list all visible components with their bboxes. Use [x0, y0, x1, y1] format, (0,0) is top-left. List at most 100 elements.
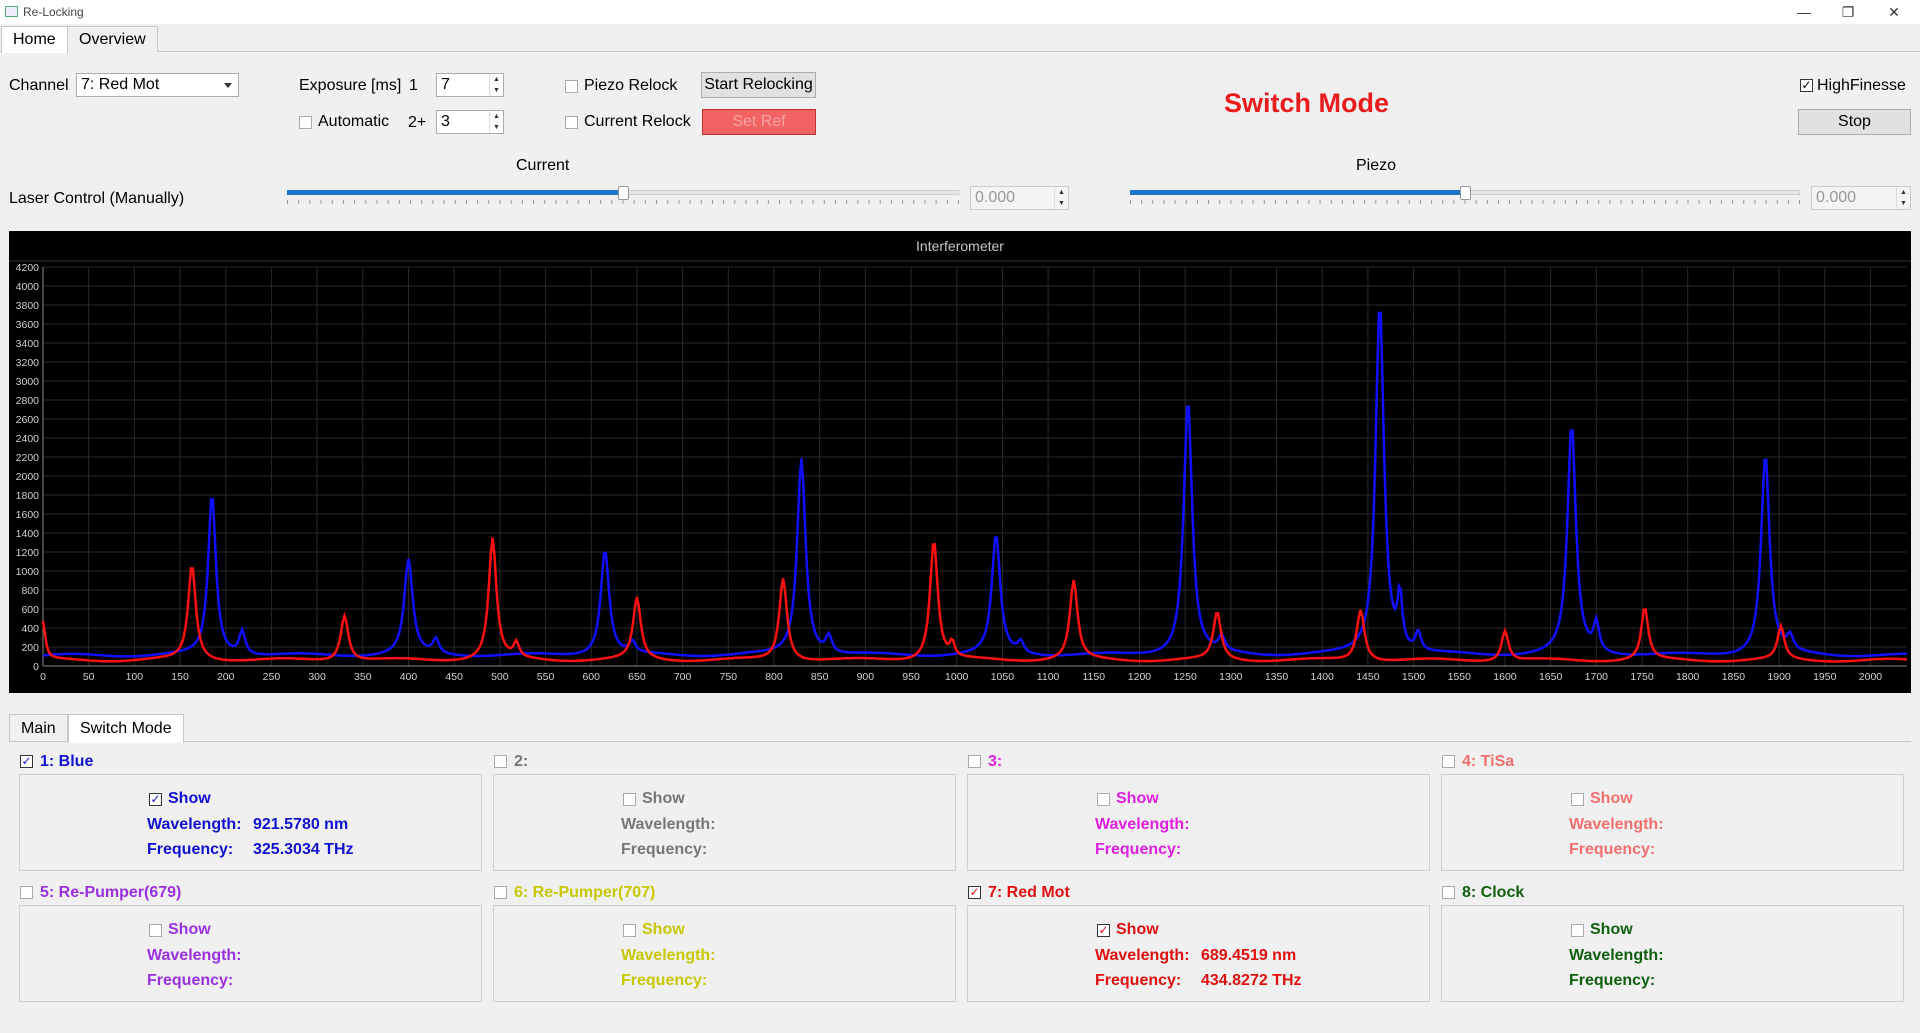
channel-8-wavelength-label: Wavelength:	[1569, 947, 1664, 964]
channel-select-value: 7: Red Mot	[81, 76, 160, 93]
chart-title: Interferometer	[916, 238, 1004, 254]
channel-1-enable-checkbox[interactable]: ✓	[20, 754, 33, 768]
channel-2-title: 2:	[514, 753, 529, 770]
channel-select[interactable]: 7: Red Mot	[76, 73, 239, 97]
tab-main[interactable]: Main	[9, 714, 68, 742]
set-ref-button[interactable]: Set Ref	[702, 109, 816, 135]
piezo-slider-ticks	[1130, 200, 1800, 204]
channel-6-title: 6: Re-Pumper(707)	[514, 884, 656, 901]
y-tick-label: 3200	[16, 357, 40, 369]
y-tick-label: 2800	[16, 395, 40, 407]
channel-1-frequency-value: 325.3034 THz	[253, 841, 354, 858]
window-title: Re-Locking	[23, 5, 84, 19]
channel-8-show-checkbox[interactable]	[1571, 924, 1584, 937]
channel-3-enable-checkbox[interactable]	[968, 755, 981, 768]
channel-6-show-checkbox[interactable]	[623, 924, 636, 937]
x-tick-label: 1550	[1448, 671, 1472, 683]
spin-down-icon[interactable]: ▼	[493, 87, 500, 94]
spin-arrows[interactable]: ▲ ▼	[1054, 187, 1068, 209]
x-tick-label: 1850	[1722, 671, 1746, 683]
close-button[interactable]: ✕	[1888, 4, 1900, 20]
piezo-value-spinbox[interactable]: 0.000 ▲ ▼	[1811, 186, 1911, 210]
channel-3-show-label: Show	[1116, 790, 1159, 807]
spin-arrows[interactable]: ▲ ▼	[489, 74, 503, 96]
highfinesse-checkbox[interactable]: ✓	[1800, 78, 1813, 92]
channel-5-frequency-label: Frequency:	[147, 972, 234, 989]
stop-button[interactable]: Stop	[1798, 109, 1911, 135]
channel-7-show-checkbox[interactable]: ✓	[1097, 923, 1110, 937]
x-tick-label: 750	[720, 671, 738, 683]
channel-3-wavelength-label: Wavelength:	[1095, 816, 1190, 833]
current-value-spinbox[interactable]: 0.000 ▲ ▼	[970, 186, 1069, 210]
tab-home[interactable]: Home	[1, 26, 68, 53]
restore-button[interactable]: ❐	[1841, 4, 1855, 20]
channel-1-panel: ✓ Show Wavelength: 921.5780 nm Frequency: 325…	[19, 774, 482, 871]
spin-arrows[interactable]: ▲ ▼	[1896, 187, 1910, 209]
channel-3-show-checkbox[interactable]	[1097, 793, 1110, 806]
channel-2-enable-checkbox[interactable]	[494, 755, 507, 768]
app-icon	[5, 6, 18, 17]
piezo-value: 0.000	[1816, 189, 1857, 206]
spin-down-icon[interactable]: ▼	[1900, 200, 1907, 207]
exposure1-value: 7	[441, 76, 450, 93]
channel-1-show-label: Show	[168, 790, 211, 807]
piezo-label: Piezo	[1356, 157, 1397, 174]
spin-arrows[interactable]: ▲ ▼	[489, 111, 503, 133]
series-line-2	[41, 537, 1908, 663]
spin-down-icon[interactable]: ▼	[493, 124, 500, 131]
spin-up-icon[interactable]: ▲	[493, 76, 500, 83]
highfinesse-label: HighFinesse	[1817, 77, 1906, 94]
x-tick-label: 1950	[1813, 671, 1837, 683]
y-tick-label: 3000	[16, 376, 40, 388]
y-tick-label: 400	[21, 623, 39, 635]
exposure1-spinbox[interactable]: 7 ▲ ▼	[436, 73, 504, 97]
channel-4-show-checkbox[interactable]	[1571, 793, 1584, 806]
x-tick-label: 1650	[1539, 671, 1563, 683]
channel-6-wavelength-label: Wavelength:	[621, 947, 716, 964]
current-slider-handle[interactable]	[618, 186, 629, 200]
channel-3-frequency-label: Frequency:	[1095, 841, 1182, 858]
y-tick-label: 1400	[16, 528, 40, 540]
piezo-slider-handle[interactable]	[1460, 186, 1471, 200]
channel-5-show-checkbox[interactable]	[149, 924, 162, 937]
spin-up-icon[interactable]: ▲	[493, 113, 500, 120]
x-tick-label: 50	[83, 671, 95, 683]
x-tick-label: 1150	[1082, 671, 1105, 683]
spin-up-icon[interactable]: ▲	[1900, 189, 1907, 196]
exposure2-spinbox[interactable]: 3 ▲ ▼	[436, 110, 504, 134]
current-relock-checkbox[interactable]	[565, 116, 578, 129]
channel-1-show-checkbox[interactable]: ✓	[149, 792, 162, 806]
spin-down-icon[interactable]: ▼	[1058, 200, 1065, 207]
channel-7-frequency-value: 434.8272 THz	[1201, 972, 1302, 989]
start-relocking-button[interactable]: Start Relocking	[701, 72, 816, 98]
y-tick-label: 1200	[16, 547, 40, 559]
spin-up-icon[interactable]: ▲	[1058, 189, 1065, 196]
channel-2-frequency-label: Frequency:	[621, 841, 708, 858]
channel-8-title: 8: Clock	[1462, 884, 1525, 901]
y-tick-label: 2600	[16, 414, 40, 426]
x-tick-label: 900	[857, 671, 875, 683]
piezo-relock-checkbox[interactable]	[565, 80, 578, 93]
channel-1-wavelength-value: 921.5780 nm	[253, 816, 349, 833]
automatic-checkbox[interactable]	[299, 116, 312, 129]
channel-4-enable-checkbox[interactable]	[1442, 755, 1455, 768]
channel-6-panel: Show Wavelength: Frequency:	[493, 905, 956, 1002]
channel-5-title: 5: Re-Pumper(679)	[40, 884, 182, 901]
channel-8-enable-checkbox[interactable]	[1442, 886, 1455, 899]
channel-2-panel: Show Wavelength: Frequency:	[493, 774, 956, 871]
x-tick-label: 1500	[1402, 671, 1426, 683]
channel-1-wavelength-label: Wavelength:	[147, 816, 242, 833]
x-tick-label: 550	[537, 671, 555, 683]
y-tick-label: 2000	[16, 471, 40, 483]
x-tick-label: 150	[171, 671, 189, 683]
tab-overview[interactable]: Overview	[67, 26, 158, 52]
x-tick-label: 850	[811, 671, 829, 683]
channel-7-enable-checkbox[interactable]: ✓	[968, 885, 981, 899]
channel-6-enable-checkbox[interactable]	[494, 886, 507, 899]
channel-2-show-checkbox[interactable]	[623, 793, 636, 806]
tab-switch-mode[interactable]: Switch Mode	[68, 714, 184, 743]
minimize-button[interactable]: —	[1797, 4, 1811, 20]
y-tick-label: 1800	[16, 490, 40, 502]
x-tick-label: 1250	[1173, 671, 1197, 683]
channel-5-enable-checkbox[interactable]	[20, 886, 33, 899]
